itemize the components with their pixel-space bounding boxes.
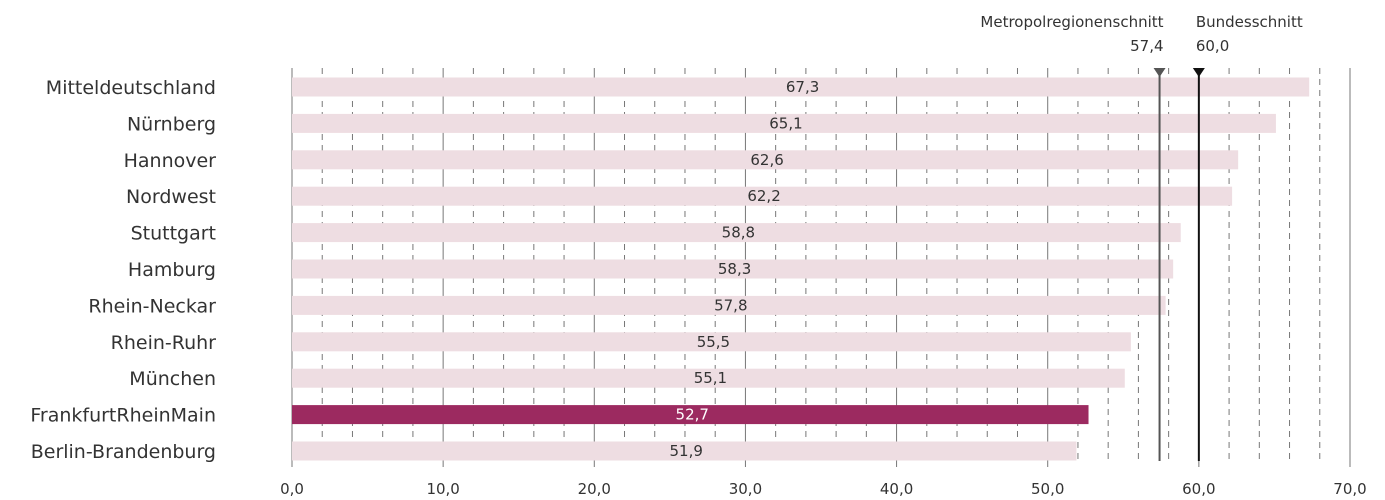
x-tick-label: 20,0 xyxy=(578,480,611,498)
bar xyxy=(292,441,1077,461)
federal-average-marker-icon xyxy=(1192,68,1205,77)
bar-value-label: 65,1 xyxy=(769,114,802,132)
bar xyxy=(292,113,1276,133)
category-label: Mitteldeutschland xyxy=(46,77,216,99)
bar xyxy=(292,77,1310,97)
x-tick-label: 60,0 xyxy=(1182,480,1215,498)
bar xyxy=(292,186,1233,206)
bar xyxy=(292,295,1166,315)
metropolregion-average-value: 57,4 xyxy=(1130,37,1163,55)
bar xyxy=(292,368,1125,388)
bar xyxy=(292,150,1239,170)
x-tick-label: 30,0 xyxy=(729,480,762,498)
bar xyxy=(292,223,1181,243)
bar-value-label: 55,1 xyxy=(694,369,727,387)
bar-value-label: 67,3 xyxy=(786,78,819,96)
federal-average-label: Bundesschnitt xyxy=(1196,13,1303,31)
bar xyxy=(292,259,1174,279)
category-label: Hamburg xyxy=(128,259,216,281)
category-label: Rhein-Neckar xyxy=(88,295,216,317)
category-label: FrankfurtRheinMain xyxy=(30,405,216,427)
category-label: Nürnberg xyxy=(127,113,216,135)
x-tick-label: 50,0 xyxy=(1031,480,1064,498)
bar-value-label: 58,3 xyxy=(718,260,751,278)
federal-average-value: 60,0 xyxy=(1196,37,1229,55)
bar-value-label: 52,7 xyxy=(676,406,709,424)
bar-value-label: 55,5 xyxy=(697,333,730,351)
x-tick-label: 0,0 xyxy=(280,480,304,498)
metropolregion-average-marker-icon xyxy=(1153,68,1166,77)
category-label: Berlin-Brandenburg xyxy=(31,441,216,463)
category-label: Hannover xyxy=(124,150,217,172)
metropolregion-average-label: Metropolregionenschnitt xyxy=(980,13,1163,31)
bar-highlighted xyxy=(292,405,1089,425)
x-tick-label: 70,0 xyxy=(1333,480,1366,498)
category-label: München xyxy=(129,368,216,390)
bar-value-label: 57,8 xyxy=(714,296,747,314)
category-label: Nordwest xyxy=(126,186,216,208)
category-label: Stuttgart xyxy=(131,223,216,245)
bar-value-label: 62,6 xyxy=(750,151,783,169)
x-tick-label: 10,0 xyxy=(426,480,459,498)
bar xyxy=(292,332,1131,352)
bar-value-label: 51,9 xyxy=(670,442,703,460)
category-label: Rhein-Ruhr xyxy=(111,332,217,354)
bar-value-label: 62,2 xyxy=(747,187,780,205)
x-tick-label: 40,0 xyxy=(880,480,913,498)
bar-value-label: 58,8 xyxy=(722,224,755,242)
